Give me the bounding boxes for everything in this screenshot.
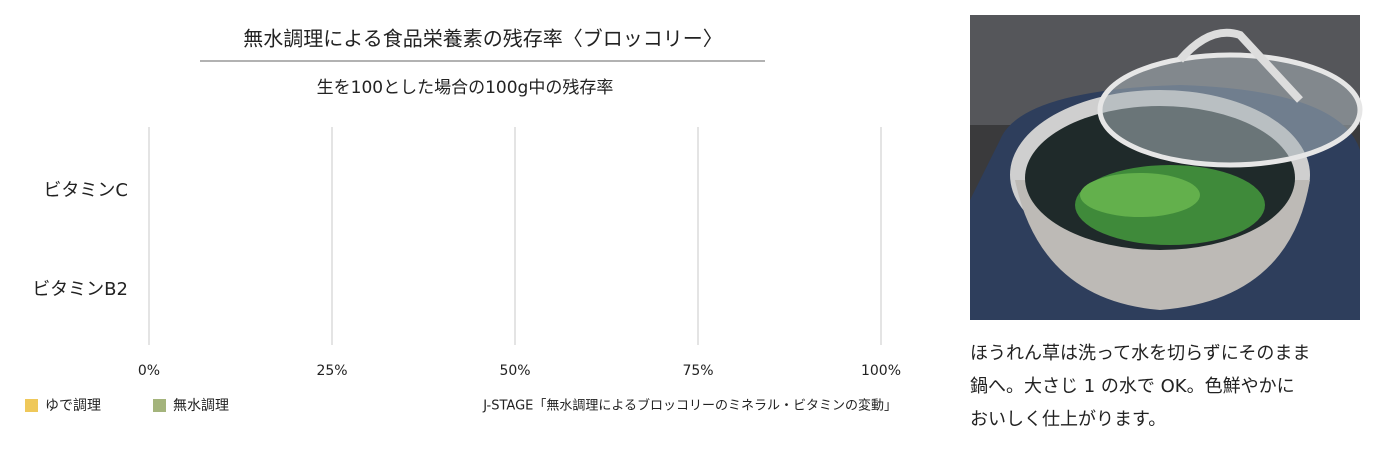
legend-label: 無水調理 (173, 398, 229, 414)
x-tick-label: 75% (682, 363, 713, 379)
x-tick-label: 100% (861, 363, 901, 379)
caption-line: おいしく仕上がります。 (970, 409, 1166, 430)
chart-title: 無水調理による食品栄養素の残存率〈ブロッコリー〉 (243, 27, 722, 51)
caption-line: ほうれん草は洗って水を切らずにそのまま (970, 343, 1310, 364)
legend-label: ゆで調理 (45, 398, 101, 414)
photo (970, 15, 1363, 320)
legend-swatch (25, 399, 38, 412)
caption-line: 鍋へ。大さじ 1 の水で OK。色鮮やかに (970, 376, 1295, 397)
legend-swatch (153, 399, 166, 412)
y-tick-label: ビタミンC (43, 180, 128, 201)
source: J-STAGE「無水調理によるブロッコリーのミネラル・ビタミンの変動」 (482, 398, 897, 414)
y-tick-label: ビタミンB2 (32, 279, 128, 300)
chart-subtitle: 生を100とした場合の100g中の残存率 (317, 78, 614, 98)
x-tick-label: 0% (138, 363, 160, 379)
x-tick-label: 50% (499, 363, 530, 379)
x-tick-label: 25% (316, 363, 347, 379)
